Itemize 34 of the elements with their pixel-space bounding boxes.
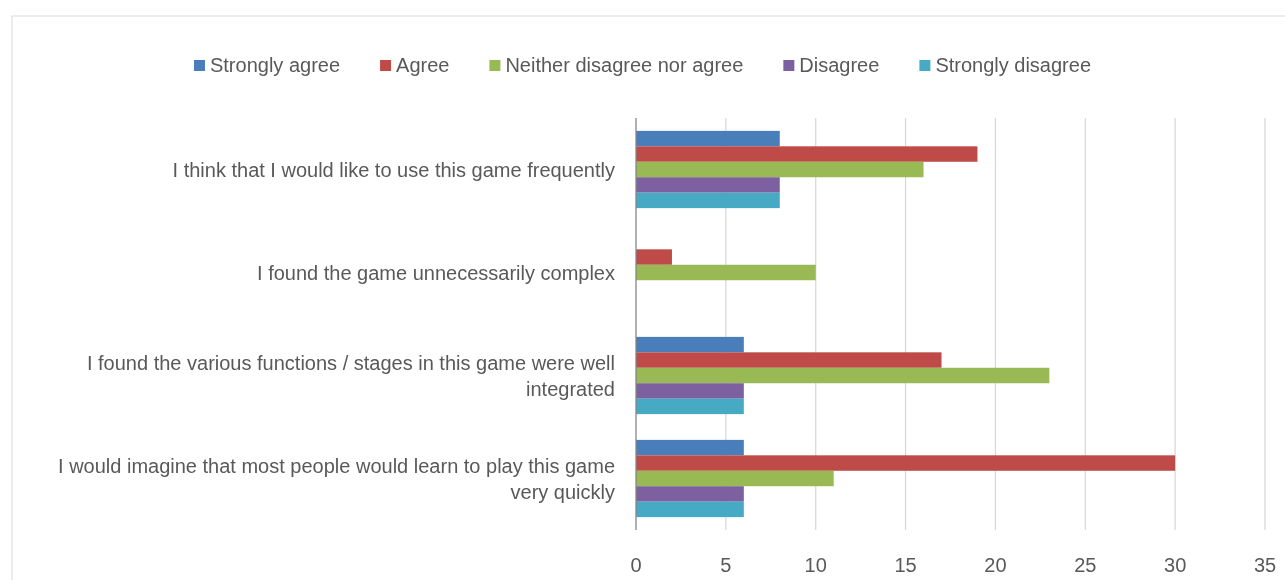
x-tick-label: 35 bbox=[1253, 554, 1277, 576]
bar bbox=[636, 439, 744, 456]
y-tick-label: I would imagine that most people would learn to play this game very quickly bbox=[58, 454, 615, 503]
legend-label: Agree bbox=[396, 54, 450, 76]
bar bbox=[636, 470, 834, 487]
x-tick-label: 10 bbox=[804, 554, 827, 576]
legend-label: Strongly agree bbox=[209, 54, 341, 76]
bar bbox=[636, 161, 924, 178]
legend-label: Strongly disagree bbox=[935, 54, 1092, 76]
bar bbox=[636, 383, 744, 399]
bar bbox=[636, 264, 816, 281]
x-tick-label: 5 bbox=[720, 554, 732, 576]
bar bbox=[636, 249, 672, 265]
bar bbox=[636, 501, 744, 518]
x-tick-label: 20 bbox=[984, 554, 1007, 576]
x-tick-label: 30 bbox=[1164, 554, 1187, 576]
x-tick-label: 0 bbox=[630, 554, 642, 576]
bar bbox=[636, 336, 744, 353]
bar bbox=[636, 146, 978, 162]
y-tick-label: I think that I would like to use this game frequently bbox=[172, 158, 615, 181]
bar bbox=[636, 177, 780, 193]
bar bbox=[636, 398, 744, 415]
bar bbox=[636, 486, 744, 502]
bar bbox=[636, 352, 942, 368]
bar bbox=[636, 455, 1176, 471]
y-tick-label: I found the game unnecessarily complex bbox=[257, 261, 615, 284]
legend-label: Neither disagree nor agree bbox=[505, 54, 744, 76]
legend-label: Disagree bbox=[799, 54, 880, 76]
bar bbox=[636, 192, 780, 209]
bar bbox=[636, 367, 1050, 384]
x-tick-label: 25 bbox=[1074, 554, 1097, 576]
bar bbox=[636, 130, 780, 147]
y-tick-label: I found the various functions / stages in this game were well integrated bbox=[86, 351, 615, 400]
x-tick-label: 15 bbox=[894, 554, 917, 576]
